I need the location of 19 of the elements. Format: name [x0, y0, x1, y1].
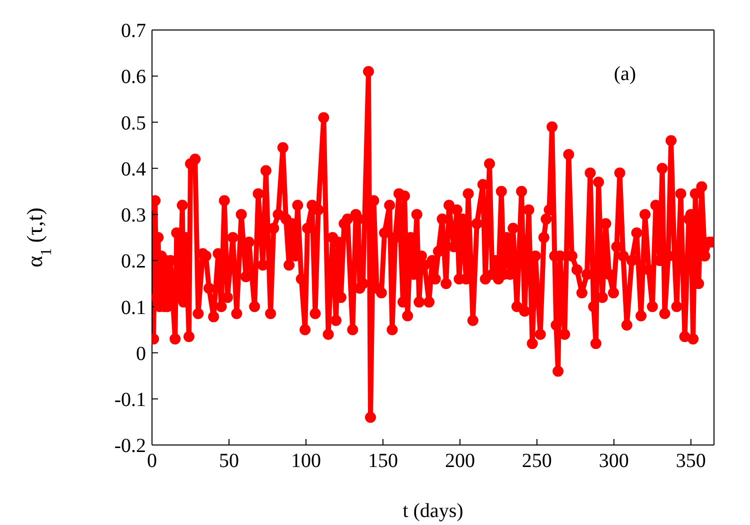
y-tick-label: 0.4: [121, 158, 146, 180]
x-tick-label: 150: [368, 450, 398, 472]
y-tick-label: 0.3: [121, 204, 146, 227]
x-tick-label: 50: [218, 450, 239, 472]
x-axis-title: t (days): [402, 500, 464, 522]
y-tick-label: 0.5: [121, 112, 146, 134]
y-tick-label: 0: [136, 342, 146, 365]
y-tick-label: 0.6: [121, 66, 146, 88]
y-tick-label: -0.1: [114, 388, 146, 411]
x-tick-label: 300: [598, 450, 629, 472]
y-tick-label: -0.2: [114, 435, 146, 458]
x-tick-label: 250: [522, 450, 552, 472]
y-tick-label: 0.2: [121, 250, 146, 273]
y-tick-label: 0.7: [121, 20, 146, 42]
x-tick-label: 350: [676, 450, 706, 472]
annotation: (a): [614, 63, 636, 85]
x-tick-label: 200: [444, 450, 475, 472]
x-tick-label: 100: [290, 450, 321, 472]
y-tick-label: 0.1: [121, 296, 146, 319]
